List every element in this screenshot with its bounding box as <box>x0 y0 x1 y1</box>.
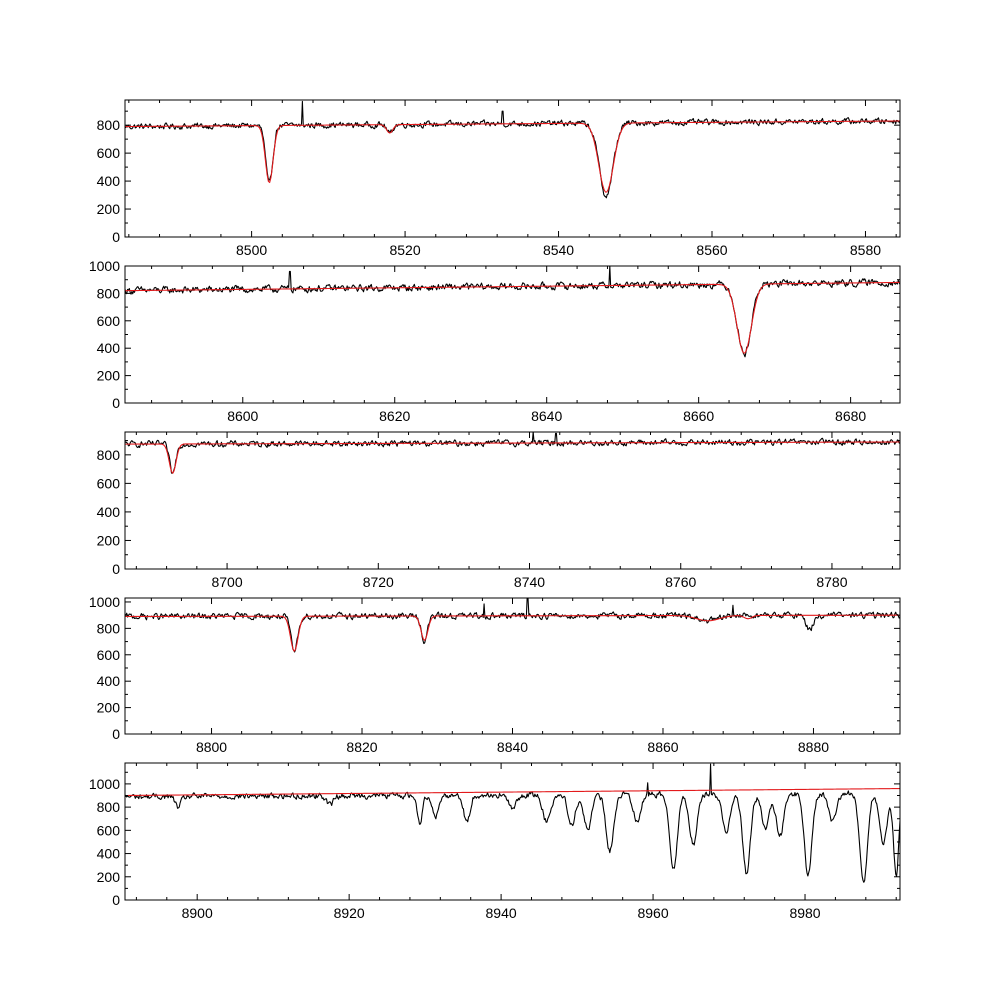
y-tick-label: 400 <box>97 504 121 520</box>
x-tick-label: 8760 <box>665 574 696 590</box>
y-tick-label: 600 <box>97 475 121 491</box>
plot-area <box>125 266 900 358</box>
x-tick-label: 8580 <box>850 242 881 258</box>
x-tick-label: 8840 <box>497 739 528 755</box>
plot-area <box>125 432 900 474</box>
model-spectrum-line-3 <box>125 441 900 474</box>
y-tick-label: 1000 <box>89 258 120 274</box>
x-tick-label: 8540 <box>543 242 574 258</box>
panel-2: 8600 8620 8640 8660 8680 0 200 400 600 800 1000 <box>89 258 901 424</box>
model-spectrum-line-1 <box>125 120 900 193</box>
axes-frame <box>124 431 901 570</box>
y-tick-label: 400 <box>97 173 121 189</box>
y-tick-label: 800 <box>97 799 121 815</box>
y-tick-label: 200 <box>97 532 121 548</box>
y-tick-label: 400 <box>97 846 121 862</box>
y-tick-label: 200 <box>97 700 121 716</box>
y-tick-label: 600 <box>97 313 121 329</box>
plot-area <box>125 598 900 653</box>
x-tick-label: 8640 <box>531 408 562 424</box>
x-tick-label: 8940 <box>486 905 517 921</box>
x-tick-label: 8740 <box>514 574 545 590</box>
x-tick-label: 8860 <box>647 739 678 755</box>
y-tick-label: 800 <box>97 117 121 133</box>
x-tick-label: 8880 <box>798 739 829 755</box>
x-tick-label: 8700 <box>211 574 242 590</box>
x-tick-label: 8620 <box>379 408 410 424</box>
x-tick-label: 8500 <box>236 242 267 258</box>
y-tick-label: 200 <box>97 869 121 885</box>
x-tick-label: 8680 <box>835 408 866 424</box>
observed-spectrum-line-4 <box>125 598 900 653</box>
y-tick-label: 0 <box>112 726 120 742</box>
y-tick-label: 400 <box>97 340 121 356</box>
panel-1: 8500 8520 8540 8560 8580 0 200 400 600 800 <box>97 99 901 258</box>
y-tick-label: 600 <box>97 647 121 663</box>
panel-4: 8800 8820 8840 8860 8880 0 200 400 600 800 1000 <box>89 594 901 755</box>
x-tick-label: 8720 <box>363 574 394 590</box>
model-spectrum-line-5 <box>125 787 900 797</box>
y-tick-label: 0 <box>112 892 120 908</box>
y-tick-label: 800 <box>97 447 121 463</box>
plot-area <box>125 763 900 883</box>
y-tick-label: 800 <box>97 285 121 301</box>
x-tick-label: 8520 <box>389 242 420 258</box>
panel-5: 8900 8920 8940 8960 8980 0 200 400 600 800 1000 <box>89 762 901 921</box>
observed-spectrum-line-5 <box>125 763 900 883</box>
x-tick-label: 8900 <box>182 905 213 921</box>
axes-frame <box>124 762 901 901</box>
y-tick-label: 0 <box>112 395 120 411</box>
y-tick-label: 0 <box>112 229 120 245</box>
y-tick-label: 200 <box>97 368 121 384</box>
model-spectrum-line-2 <box>125 281 900 354</box>
x-tick-label: 8780 <box>816 574 847 590</box>
x-tick-label: 8960 <box>637 905 668 921</box>
y-tick-label: 1000 <box>89 776 120 792</box>
x-tick-label: 8560 <box>696 242 727 258</box>
x-tick-label: 8800 <box>196 739 227 755</box>
x-tick-label: 8600 <box>227 408 258 424</box>
y-tick-label: 600 <box>97 822 121 838</box>
axes-frame <box>124 99 901 238</box>
y-tick-label: 1000 <box>89 594 120 610</box>
y-tick-label: 400 <box>97 673 121 689</box>
y-tick-label: 800 <box>97 620 121 636</box>
x-tick-label: 8820 <box>346 739 377 755</box>
panel-3: 8700 8720 8740 8760 8780 0 200 400 600 800 <box>97 431 901 590</box>
x-tick-label: 8980 <box>789 905 820 921</box>
x-tick-label: 8660 <box>683 408 714 424</box>
y-tick-label: 200 <box>97 201 121 217</box>
x-tick-label: 8920 <box>334 905 365 921</box>
model-spectrum-line-4 <box>125 614 900 652</box>
plot-area <box>125 100 900 199</box>
y-tick-label: 0 <box>112 561 120 577</box>
y-tick-label: 600 <box>97 145 121 161</box>
